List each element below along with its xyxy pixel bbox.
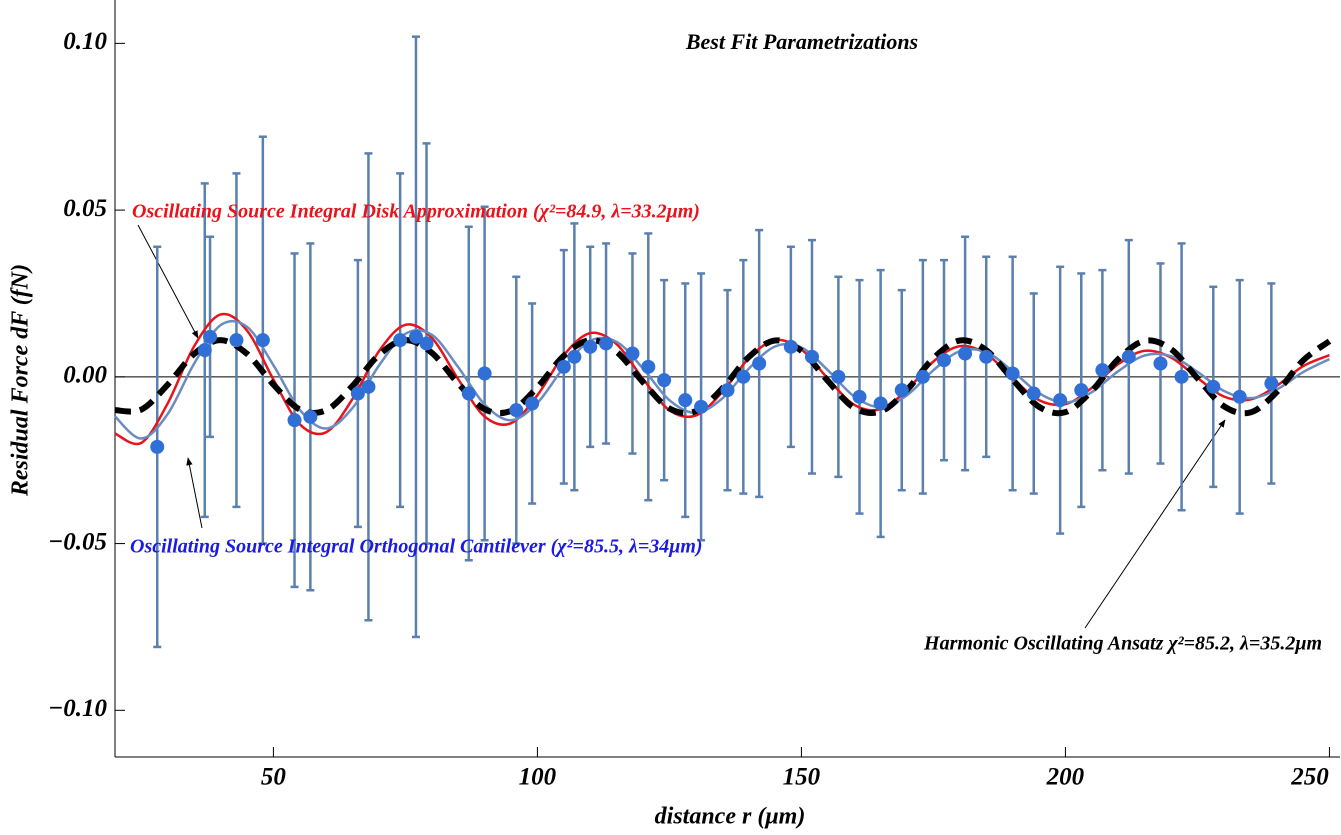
data-point	[556, 359, 571, 374]
data-point	[1153, 356, 1168, 371]
chart-title: Best Fit Parametrizations	[685, 29, 918, 54]
x-axis-label: distance r (μm)	[655, 804, 806, 830]
x-tick-label: 200	[1046, 764, 1085, 791]
data-point	[1095, 363, 1110, 378]
data-point	[567, 349, 582, 364]
x-tick-label: 150	[783, 764, 821, 791]
data-point	[461, 386, 476, 401]
x-tick-label: 100	[519, 764, 557, 791]
y-tick-label: −0.10	[48, 695, 107, 722]
fit-line	[114, 319, 1330, 440]
data-point	[287, 413, 302, 428]
data-point	[197, 343, 212, 358]
data-point	[255, 333, 270, 348]
data-point	[1074, 383, 1089, 398]
data-point	[1264, 376, 1279, 391]
data-point	[936, 353, 951, 368]
data-point	[852, 389, 867, 404]
y-tick-label: 0.05	[63, 195, 107, 222]
data-point	[641, 359, 656, 374]
data-point	[804, 349, 819, 364]
data-point	[873, 396, 888, 411]
data-point	[783, 339, 798, 354]
data-point	[408, 329, 423, 344]
data-point	[752, 356, 767, 371]
data-point	[477, 366, 492, 381]
annotation-arrow	[186, 457, 203, 529]
data-point	[303, 409, 318, 424]
y-tick-label: 0.00	[63, 362, 107, 389]
annotation-arrow	[1084, 419, 1226, 629]
data-point	[229, 333, 244, 348]
series-label: Oscillating Source Integral Disk Approxi…	[132, 201, 700, 223]
data-point	[1005, 366, 1020, 381]
data-point	[831, 369, 846, 384]
data-point	[979, 349, 994, 364]
y-axis-label: Residual Force dF (fN)	[8, 264, 34, 497]
data-point	[393, 333, 408, 348]
data-point	[1232, 389, 1247, 404]
data-point	[657, 373, 672, 388]
data-point	[1206, 379, 1221, 394]
data-point	[1053, 393, 1068, 408]
data-point	[694, 399, 709, 414]
data-point	[509, 403, 524, 418]
data-point	[736, 369, 751, 384]
x-tick-label: 250	[1290, 764, 1329, 791]
data-point	[625, 346, 640, 361]
data-point	[419, 336, 434, 351]
data-point	[1026, 386, 1041, 401]
data-point	[525, 396, 540, 411]
data-point	[203, 329, 218, 344]
data-point	[915, 369, 930, 384]
data-point	[583, 339, 598, 354]
data-point	[599, 336, 614, 351]
data-point	[894, 383, 909, 398]
data-point	[1121, 349, 1136, 364]
data-point	[720, 383, 735, 398]
data-point	[350, 386, 365, 401]
y-tick-label: 0.10	[63, 28, 107, 55]
data-point	[678, 393, 693, 408]
data-point	[1174, 369, 1189, 384]
data-point	[958, 346, 973, 361]
x-tick-label: 50	[261, 764, 287, 791]
series-label: Harmonic Oscillating Ansatz χ²=85.2, λ=3…	[923, 633, 1322, 655]
annotation-arrow	[137, 224, 199, 339]
series-label: Oscillating Source Integral Orthogonal C…	[130, 536, 703, 558]
data-point	[150, 439, 165, 454]
data-point	[361, 379, 376, 394]
y-tick-label: −0.05	[48, 528, 107, 555]
